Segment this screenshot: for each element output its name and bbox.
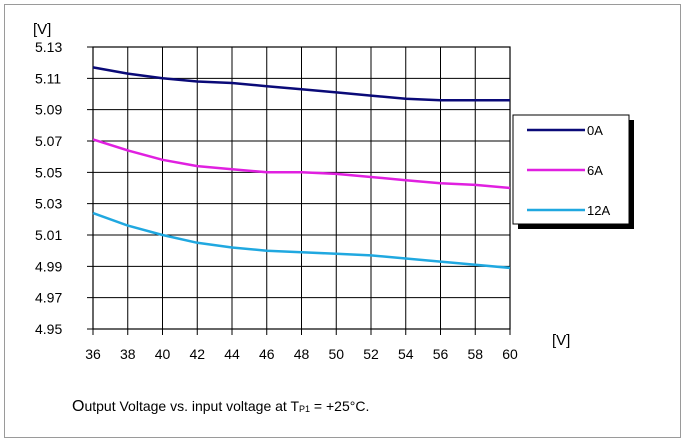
x-tick-label: 44 bbox=[224, 346, 240, 362]
x-tick-label: 48 bbox=[294, 346, 310, 362]
x-tick-label: 54 bbox=[398, 346, 414, 362]
legend-label: 0A bbox=[587, 123, 603, 138]
x-tick-label: 52 bbox=[363, 346, 379, 362]
legend-label: 6A bbox=[587, 163, 603, 178]
x-tick-label: 58 bbox=[467, 346, 483, 362]
x-tick-label: 50 bbox=[328, 346, 344, 362]
x-tick-label: 40 bbox=[155, 346, 171, 362]
series-line-6a bbox=[92, 138, 511, 190]
x-tick-label: 38 bbox=[120, 346, 136, 362]
y-tick-labels: 4.95 4.97 4.99 5.01 5.03 5.05 5.07 5.09 5.11 5.13 bbox=[35, 39, 62, 337]
y-tick-label: 5.09 bbox=[35, 102, 62, 118]
y-tick-label: 5.07 bbox=[35, 133, 62, 149]
y-tick-label: 5.03 bbox=[35, 196, 62, 212]
y-tick-label: 5.11 bbox=[35, 70, 61, 86]
x-axis-label: [V] bbox=[552, 332, 570, 349]
x-tick-label: 36 bbox=[85, 346, 101, 362]
y-tick-label: 4.99 bbox=[35, 258, 62, 274]
x-tick-label: 46 bbox=[259, 346, 275, 362]
y-tick-label: 4.95 bbox=[35, 321, 62, 337]
y-axis-label: [V] bbox=[33, 21, 51, 38]
series-line-0a bbox=[92, 66, 510, 102]
y-tick-label: 5.13 bbox=[35, 39, 62, 55]
y-tick-label: 5.05 bbox=[35, 164, 62, 180]
y-tick-label: 5.01 bbox=[35, 227, 62, 243]
y-tick-label: 4.97 bbox=[35, 290, 62, 306]
series-lines bbox=[92, 66, 511, 270]
series-line-12a bbox=[92, 211, 511, 270]
x-tick-label: 42 bbox=[189, 346, 205, 362]
x-tick-labels: 36 38 40 42 44 46 48 50 52 54 56 58 60 bbox=[85, 346, 518, 362]
figure-caption: Output Voltage vs. input voltage at TP1 … bbox=[72, 398, 370, 415]
legend: 0A 6A 12A bbox=[512, 114, 634, 229]
x-tick-label: 56 bbox=[433, 346, 449, 362]
legend-label: 12A bbox=[587, 203, 610, 218]
x-tick-label: 60 bbox=[502, 346, 518, 362]
